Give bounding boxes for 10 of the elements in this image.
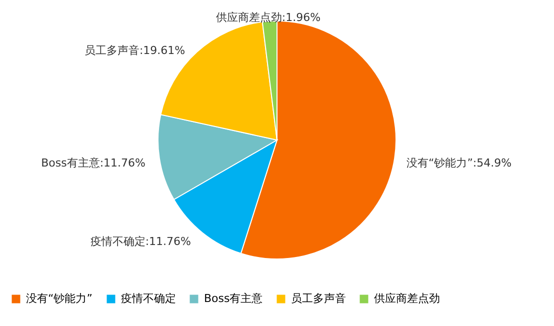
legend-label: 没有“钞能力” [26, 292, 92, 305]
data-label: 员工多声音:19.61% [84, 44, 186, 57]
data-label: 供应商差点劲:1.96% [216, 11, 321, 24]
legend-label: 员工多声音 [291, 292, 346, 305]
legend-label: 供应商差点劲 [374, 292, 440, 305]
legend-label: Boss有主意 [204, 292, 263, 305]
data-label: 疫情不确定:11.76% [90, 235, 191, 248]
data-label: Boss有主意:11.76% [41, 156, 146, 170]
data-label: 没有“钞能力”:54.9% [406, 156, 512, 170]
legend-label: 疫情不确定 [121, 292, 176, 305]
